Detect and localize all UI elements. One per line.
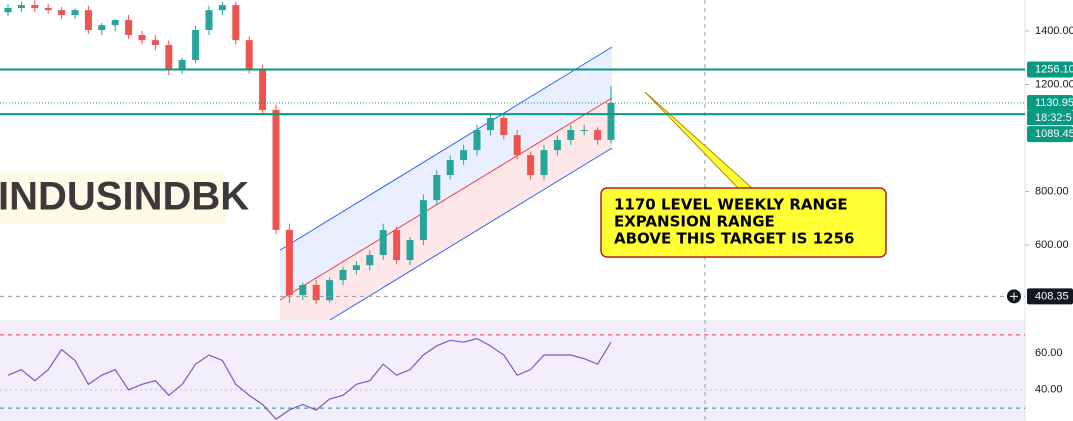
candle-body <box>31 5 39 9</box>
price-label-bg <box>1027 95 1073 112</box>
candle-body <box>567 130 575 140</box>
rsi-tick-label: 60.00 <box>1035 347 1063 359</box>
candle-body <box>192 29 200 60</box>
candle-body <box>446 160 454 175</box>
candle-body <box>4 8 12 13</box>
channel-upper-fill <box>280 47 612 300</box>
callout-line: 1170 LEVEL WEEKLY RANGE <box>614 196 848 214</box>
candle-body <box>299 284 307 296</box>
candle-body <box>151 40 159 45</box>
candle-body <box>473 130 481 151</box>
y-tick-label: 1400.00 <box>1035 25 1073 37</box>
candle-body <box>285 229 293 296</box>
callout-line: ABOVE THIS TARGET IS 1256 <box>614 230 854 248</box>
candle-body <box>58 10 66 15</box>
rsi-tick-label: 40.00 <box>1035 384 1063 396</box>
candle-body <box>540 150 548 175</box>
candle-body <box>419 200 427 240</box>
channel-mid-line <box>279 97 613 301</box>
candles <box>4 0 615 304</box>
candle-body <box>500 117 508 136</box>
price-label: 408.35 <box>1035 290 1069 302</box>
candle-body <box>460 150 468 160</box>
price-label: 1089.45 <box>1035 128 1073 140</box>
candle-body <box>406 240 414 261</box>
candle-body <box>312 284 320 301</box>
price-label: 1130.95 <box>1035 97 1073 109</box>
candle-body <box>580 130 588 132</box>
candle-body <box>17 5 25 9</box>
candle-body <box>366 254 374 266</box>
y-tick-label: 800.00 <box>1035 185 1069 197</box>
channel <box>279 46 613 320</box>
channel-upper-line <box>279 46 613 251</box>
rsi-line <box>7 337 612 420</box>
candle-body <box>218 5 226 11</box>
candle-body <box>607 103 615 140</box>
candle-body <box>71 10 79 15</box>
candle-body <box>326 280 334 301</box>
countdown-bg <box>1027 111 1073 126</box>
candle-body <box>245 40 253 70</box>
channel-lower-fill <box>280 98 612 320</box>
countdown: 18:32:5 <box>1035 112 1072 124</box>
candle-body <box>272 109 280 230</box>
candle-body <box>553 139 561 151</box>
y-tick-label: 1200.00 <box>1035 78 1073 90</box>
candle-body <box>232 5 240 41</box>
callout-line: EXPANSION RANGE <box>614 213 775 231</box>
candle-body <box>433 174 441 201</box>
rsi-pane <box>0 322 1025 421</box>
candle-body <box>513 135 521 156</box>
candle-body <box>352 265 360 270</box>
candle-body <box>527 155 535 175</box>
channel-lower-line <box>329 147 613 320</box>
candle-body <box>205 10 213 30</box>
candle-body <box>259 69 267 110</box>
candle-body <box>125 20 133 36</box>
candle-body <box>178 59 186 70</box>
price-label-bg <box>1027 126 1073 143</box>
candle-body <box>393 230 401 261</box>
y-tick-label: 600.00 <box>1035 239 1069 251</box>
watermark-bg <box>0 172 225 224</box>
price-label-bg <box>1027 288 1073 305</box>
candle-body <box>44 8 52 11</box>
candle-body <box>98 25 106 30</box>
watermark: INDUSINDBK <box>0 175 249 219</box>
price-label-bg <box>1027 61 1073 78</box>
candle-body <box>379 230 387 255</box>
candle-body <box>486 117 494 131</box>
candle-body <box>594 130 602 140</box>
candle-body <box>111 20 119 26</box>
callout-arrow <box>644 91 754 189</box>
candle-body <box>84 10 92 30</box>
candle-body <box>165 44 173 70</box>
price-label: 1256.10 <box>1035 63 1073 75</box>
candle-body <box>339 269 347 281</box>
callout-box <box>600 187 887 258</box>
candle-body <box>138 35 146 41</box>
